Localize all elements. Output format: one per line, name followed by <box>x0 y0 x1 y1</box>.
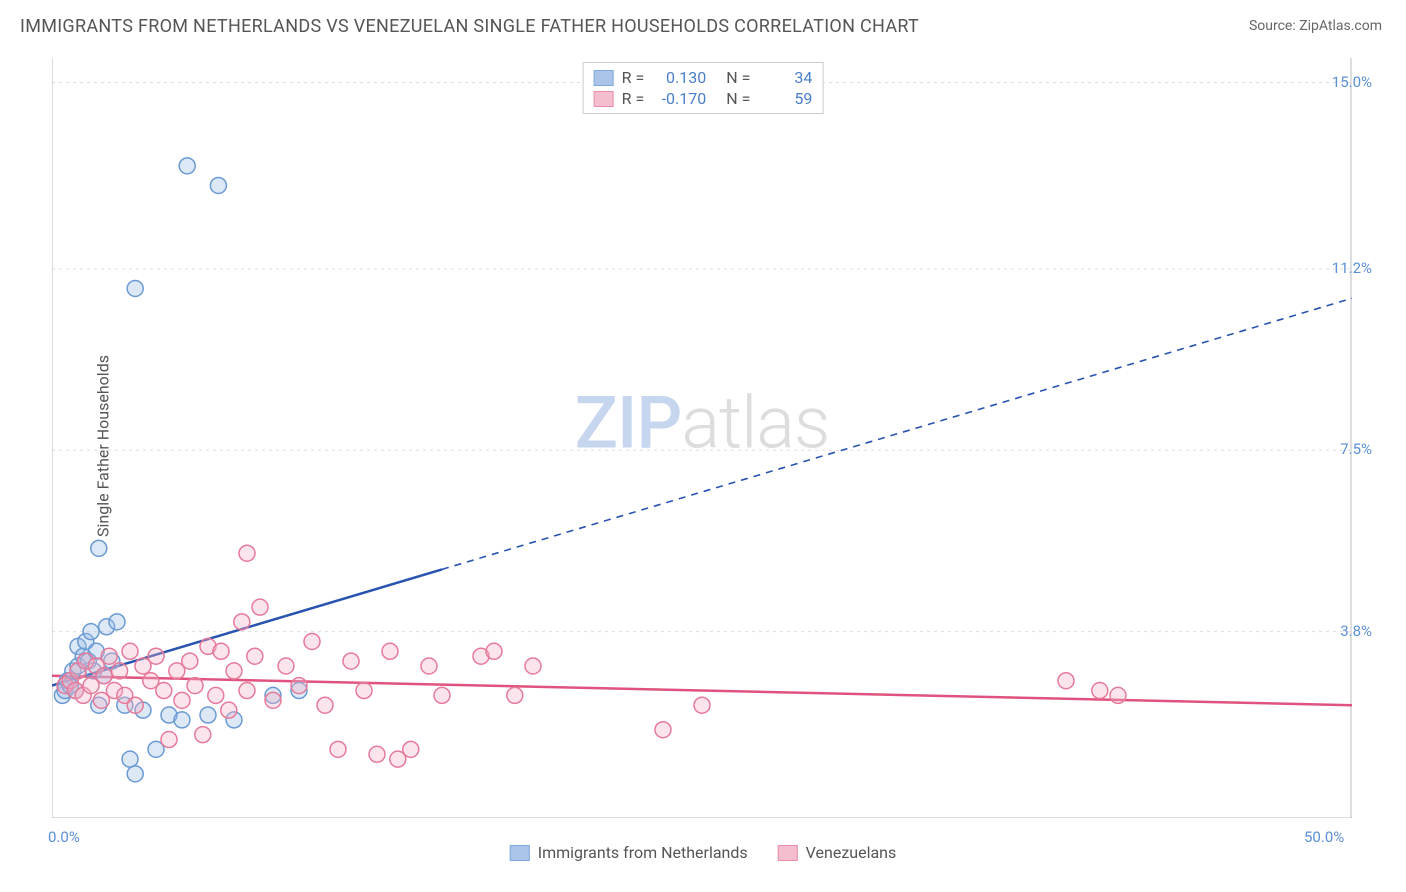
stats-n-value-nl: 34 <box>758 68 812 87</box>
stats-r-label: R = <box>622 89 645 108</box>
stats-legend: R = 0.130 N = 34 R = -0.170 N = 59 <box>583 62 824 114</box>
stats-r-value-nl: 0.130 <box>652 68 706 87</box>
chart-title: IMMIGRANTS FROM NETHERLANDS VS VENEZUELA… <box>20 16 919 37</box>
legend-item-netherlands: Immigrants from Netherlands <box>510 843 748 862</box>
swatch-venezuelans <box>594 91 614 107</box>
source-prefix: Source: <box>1249 18 1299 34</box>
plot-area: ZIPatlas <box>52 58 1352 818</box>
swatch-netherlands <box>510 845 530 861</box>
swatch-netherlands <box>594 70 614 86</box>
plot-svg <box>52 58 1352 818</box>
y-tick-label: 15.0% <box>1332 73 1372 91</box>
legend-item-venezuelans: Venezuelans <box>778 843 897 862</box>
x-tick-label: 50.0% <box>1304 828 1344 846</box>
stats-r-label: R = <box>622 68 645 87</box>
stats-n-label: N = <box>726 68 750 87</box>
chart-container: IMMIGRANTS FROM NETHERLANDS VS VENEZUELA… <box>0 0 1406 892</box>
legend-label-venezuelans: Venezuelans <box>806 843 897 862</box>
source-attribution: Source: ZipAtlas.com <box>1249 18 1382 34</box>
y-tick-label: 3.8% <box>1340 622 1372 640</box>
stats-n-label: N = <box>726 89 750 108</box>
stats-row-netherlands: R = 0.130 N = 34 <box>594 67 813 88</box>
source-name: ZipAtlas.com <box>1299 18 1382 34</box>
x-tick-label: 0.0% <box>48 828 80 846</box>
swatch-venezuelans <box>778 845 798 861</box>
bottom-legend: Immigrants from Netherlands Venezuelans <box>510 843 897 862</box>
y-tick-label: 11.2% <box>1332 259 1372 277</box>
legend-label-netherlands: Immigrants from Netherlands <box>538 843 748 862</box>
stats-n-value-vz: 59 <box>758 89 812 108</box>
y-tick-label: 7.5% <box>1340 440 1372 458</box>
stats-r-value-vz: -0.170 <box>652 89 706 108</box>
stats-row-venezuelans: R = -0.170 N = 59 <box>594 88 813 109</box>
